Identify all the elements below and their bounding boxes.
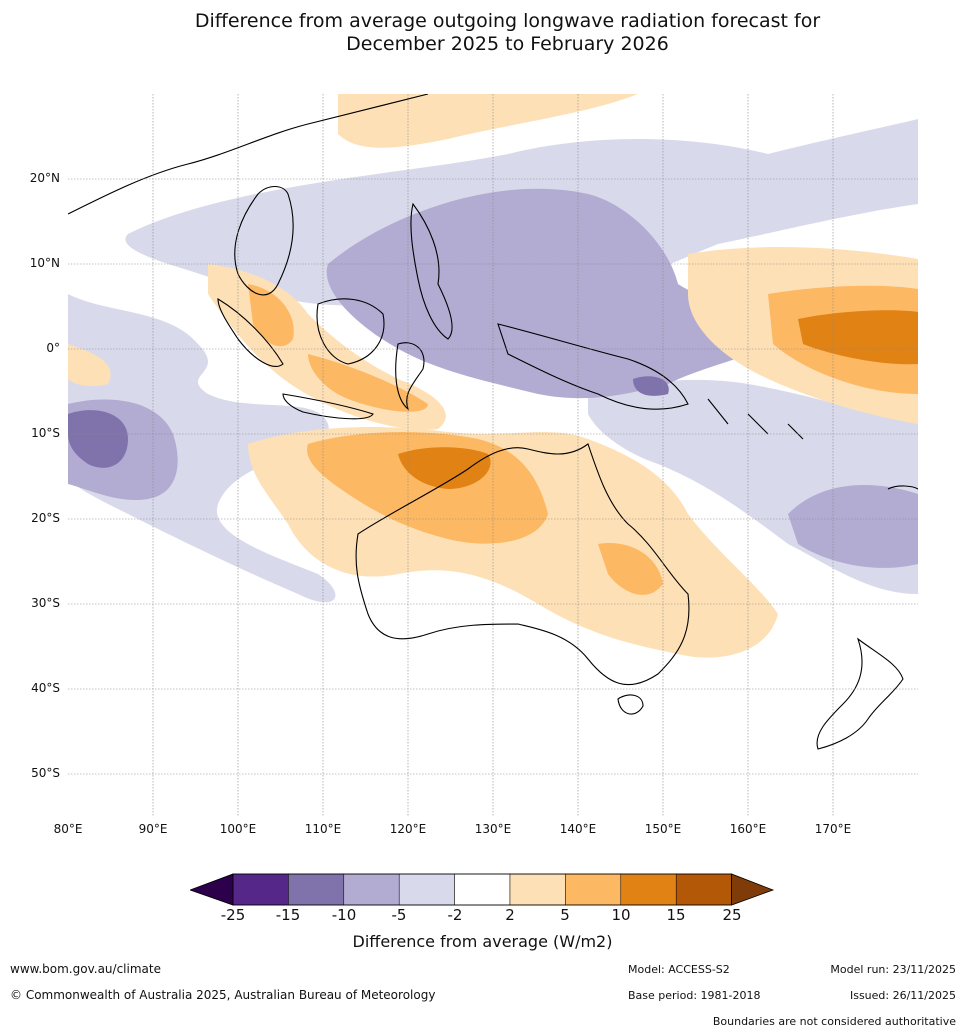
footer-model-run: Model run: 23/11/2025 bbox=[830, 963, 956, 976]
lat-label-20n: 20°N bbox=[29, 171, 60, 185]
field-positive-mid-java bbox=[308, 354, 428, 412]
sumatra-coast bbox=[217, 298, 284, 367]
lon-label-120e: 120°E bbox=[389, 822, 427, 836]
new-zealand-coast bbox=[816, 637, 904, 750]
lat-label-30s: 30°S bbox=[31, 596, 60, 610]
map-panel bbox=[68, 94, 918, 816]
colorbar-segment-8 bbox=[620, 873, 677, 906]
colorbar-tick-1: -25 bbox=[220, 906, 246, 924]
footer-model: Model: ACCESS-S2 bbox=[628, 963, 730, 976]
lon-label-90e: 90°E bbox=[138, 822, 168, 836]
colorbar-segment-1 bbox=[232, 873, 289, 906]
colorbar-frame bbox=[232, 873, 733, 906]
colorbar-label: Difference from average (W/m2) bbox=[352, 932, 613, 951]
lon-label-150e: 150°E bbox=[644, 822, 682, 836]
lon-label-170e: 170°E bbox=[814, 822, 852, 836]
colorbar-extend-low bbox=[190, 873, 234, 906]
field-negative-dark-png bbox=[633, 376, 669, 396]
footer-base-period: Base period: 1981-2018 bbox=[628, 989, 761, 1002]
map-svg bbox=[68, 94, 918, 816]
map-title: Difference from average outgoing longwav… bbox=[0, 10, 965, 56]
colorbar-segment-7 bbox=[565, 873, 622, 906]
footer-disclaimer: Boundaries are not considered authoritat… bbox=[712, 1015, 956, 1028]
tasmania-coast bbox=[617, 694, 644, 715]
colorbar-tick-3: -10 bbox=[331, 906, 357, 924]
colorbar-tick-7: 5 bbox=[560, 906, 570, 924]
field-positive-light-china bbox=[338, 94, 638, 148]
footer-url[interactable]: www.bom.gov.au/climate bbox=[10, 962, 161, 976]
lat-label-10s: 10°S bbox=[31, 426, 60, 440]
field-positive-dark-australia bbox=[398, 447, 491, 489]
field-positive-dark-pacific bbox=[798, 310, 918, 365]
colorbar-tick-6: 2 bbox=[505, 906, 515, 924]
lat-label-40s: 40°S bbox=[31, 681, 60, 695]
graticule bbox=[68, 94, 918, 816]
field-positive-mid-queensland bbox=[598, 543, 663, 595]
pacific-islands-coast bbox=[707, 398, 918, 490]
colorbar-tick-10: 25 bbox=[722, 906, 742, 924]
colorbar-tick-5: -2 bbox=[447, 906, 463, 924]
field-negative-mid-philippines bbox=[326, 188, 788, 399]
colorbar-tick-8: 10 bbox=[611, 906, 631, 924]
footer-copyright: © Commonwealth of Australia 2025, Austra… bbox=[10, 988, 436, 1002]
australia-coast bbox=[355, 443, 690, 686]
colorbar-tick-2: -15 bbox=[275, 906, 301, 924]
colorbar-segment-3 bbox=[343, 873, 400, 906]
borneo-coast bbox=[316, 298, 385, 365]
colorbar bbox=[190, 873, 775, 906]
colorbar-segment-5 bbox=[454, 873, 511, 906]
title-line-1: Difference from average outgoing longwav… bbox=[194, 10, 821, 32]
lon-label-80e: 80°E bbox=[53, 822, 83, 836]
philippines-coast bbox=[410, 202, 453, 340]
lat-label-50s: 50°S bbox=[31, 766, 60, 780]
colorbar-segment-9 bbox=[675, 873, 732, 906]
lon-label-130e: 130°E bbox=[474, 822, 512, 836]
field-positive-mid-sumatra bbox=[248, 284, 294, 347]
field-negative-light-west bbox=[68, 294, 336, 603]
lon-label-100e: 100°E bbox=[219, 822, 257, 836]
title-line-2: December 2025 to February 2026 bbox=[346, 33, 669, 55]
colorbar-segment-2 bbox=[288, 873, 345, 906]
anomaly-fields bbox=[68, 94, 918, 658]
colorbar-tick-9: 15 bbox=[666, 906, 686, 924]
new-guinea-coast bbox=[497, 323, 689, 410]
colorbar-segment-6 bbox=[509, 873, 566, 906]
sulawesi-coast bbox=[395, 342, 425, 411]
field-negative-mid-pacific bbox=[788, 485, 918, 568]
colorbar-tick-4: -5 bbox=[391, 906, 407, 924]
lat-label-0: 0° bbox=[46, 341, 60, 355]
field-negative-dark-indian bbox=[68, 410, 128, 468]
java-coast bbox=[282, 393, 374, 420]
colorbar-segment-4 bbox=[398, 873, 455, 906]
field-positive-light-indian-west bbox=[68, 344, 111, 387]
colorbar-extend-high bbox=[731, 873, 775, 906]
lon-label-110e: 110°E bbox=[304, 822, 342, 836]
lon-label-140e: 140°E bbox=[559, 822, 597, 836]
footer-issued: Issued: 26/11/2025 bbox=[849, 989, 956, 1002]
lat-label-20s: 20°S bbox=[31, 511, 60, 525]
lon-label-160e: 160°E bbox=[729, 822, 767, 836]
lat-label-10n: 10°N bbox=[29, 256, 60, 270]
